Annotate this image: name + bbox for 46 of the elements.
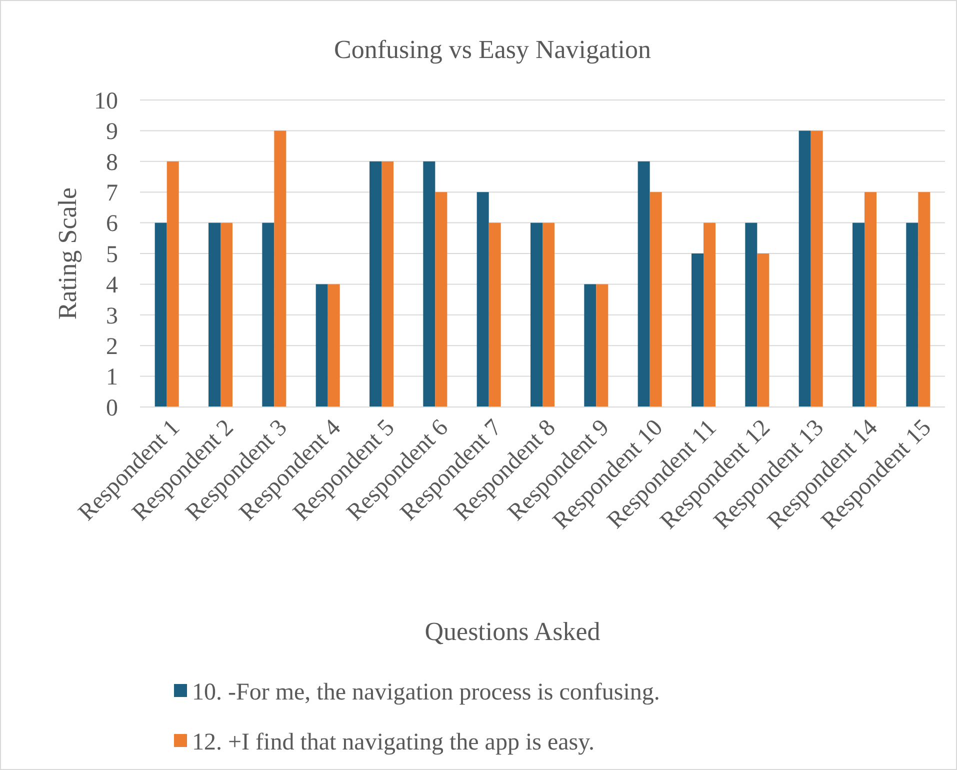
bar [530,222,542,407]
y-tick-label: 4 [106,272,118,299]
bar [476,192,489,407]
bar [584,284,596,407]
x-axis-title: Questions Asked [424,617,600,646]
bar [757,254,770,407]
bar [382,161,394,407]
y-tick-label: 5 [106,242,118,268]
bar [638,161,650,407]
bar [798,130,811,407]
y-axis-title: Rating Scale [53,187,82,320]
bar [692,254,704,407]
bar [423,161,436,407]
bar [810,130,823,407]
bar [274,130,286,407]
y-tick-label: 0 [106,395,118,422]
bar [488,222,501,407]
y-tick-label: 7 [106,180,118,206]
y-tick-label: 1 [106,364,118,391]
y-tick-label: 6 [106,211,118,238]
bar [852,222,864,407]
bar [166,161,179,407]
bar [650,192,662,407]
bar [745,222,758,407]
bar [906,222,918,407]
bar [220,222,232,407]
bar [864,192,876,407]
bar [704,222,716,407]
bar [918,192,930,407]
legend-label: 12. +I find that navigating the app is easy. [192,729,595,756]
bar [262,222,274,407]
bar [316,284,328,407]
bar [596,284,608,407]
bar [435,192,448,407]
chart-title: Confusing vs Easy Navigation [334,35,652,64]
y-tick-label: 10 [94,88,118,114]
y-tick-label: 8 [106,150,118,176]
legend-label: 10. -For me, the navigation process is confusing. [192,679,660,706]
bar [542,222,554,407]
y-tick-label: 3 [106,303,118,330]
bar [154,222,167,407]
y-tick-label: 2 [106,334,118,360]
bar [328,284,340,407]
bar [208,222,220,407]
y-tick-label: 9 [106,119,118,146]
bar [370,161,382,407]
